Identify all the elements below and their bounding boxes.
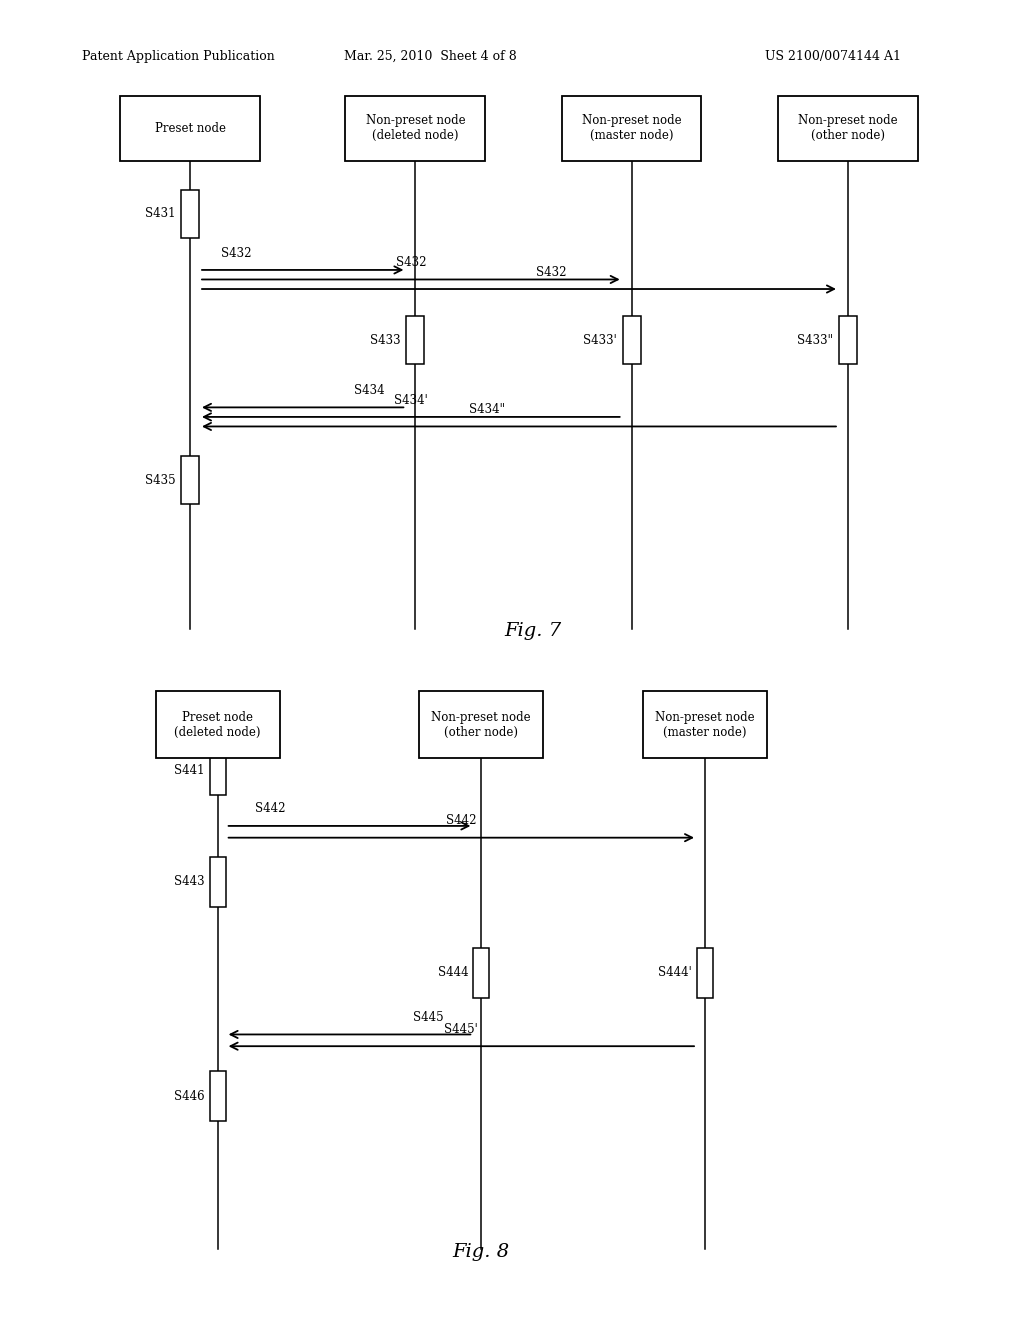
Bar [345,96,485,161]
Text: S433': S433' [584,334,617,347]
Text: S443: S443 [174,875,205,888]
Text: Preset node: Preset node [155,121,225,135]
Bar [210,1071,225,1121]
Text: Non-preset node
(other node): Non-preset node (other node) [798,115,898,143]
Text: Fig. 7: Fig. 7 [504,622,561,640]
Bar [643,690,767,759]
Bar [210,857,225,907]
Text: S445': S445' [444,1023,478,1036]
Text: S433: S433 [371,334,401,347]
Text: S441: S441 [174,764,205,776]
Text: Preset node
(deleted node): Preset node (deleted node) [174,710,261,739]
Bar [181,457,199,504]
Bar [778,96,918,161]
Text: S442: S442 [446,814,476,828]
Text: S445: S445 [414,1011,444,1024]
Bar [420,690,543,759]
Text: Mar. 25, 2010  Sheet 4 of 8: Mar. 25, 2010 Sheet 4 of 8 [344,50,516,63]
Text: Non-preset node
(other node): Non-preset node (other node) [431,710,531,739]
Text: S444: S444 [438,966,469,979]
Text: S446: S446 [174,1089,205,1102]
Text: Non-preset node
(master node): Non-preset node (master node) [582,115,681,143]
Bar [210,746,225,795]
Bar [623,317,641,364]
Bar [562,96,701,161]
Bar [839,317,857,364]
Bar [407,317,424,364]
Text: S444': S444' [658,966,692,979]
Text: S432: S432 [536,265,566,279]
Text: Patent Application Publication: Patent Application Publication [82,50,274,63]
Bar [181,190,199,238]
Text: S431: S431 [145,207,176,220]
Text: Non-preset node
(deleted node): Non-preset node (deleted node) [366,115,465,143]
Bar [120,96,260,161]
Text: S434': S434' [394,393,428,407]
Text: S434: S434 [353,384,384,397]
Text: S432: S432 [395,256,426,269]
Text: S434": S434" [469,404,505,416]
Bar [697,948,713,998]
Text: US 2100/0074144 A1: US 2100/0074144 A1 [765,50,901,63]
Text: S442: S442 [255,803,286,816]
Text: Fig. 8: Fig. 8 [453,1242,510,1261]
Text: S433": S433" [798,334,834,347]
Bar [156,690,280,759]
Text: S435: S435 [145,474,176,487]
Text: Non-preset node
(master node): Non-preset node (master node) [655,710,755,739]
Bar [473,948,489,998]
Text: S432: S432 [221,247,252,260]
